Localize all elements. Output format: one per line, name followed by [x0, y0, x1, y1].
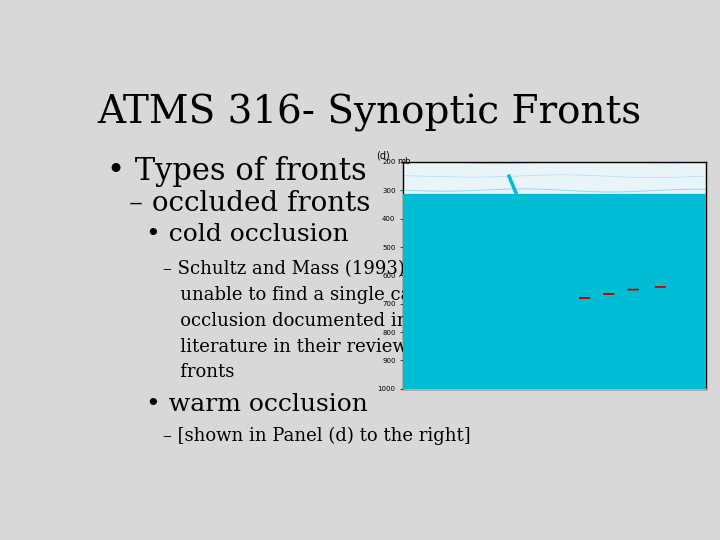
Polygon shape [0, 292, 720, 540]
Text: fronts: fronts [163, 363, 234, 381]
Polygon shape [0, 264, 720, 540]
Polygon shape [0, 230, 720, 540]
Text: – Schultz and Mass (1993) were: – Schultz and Mass (1993) were [163, 260, 456, 278]
Text: – [shown in Panel (d) to the right]: – [shown in Panel (d) to the right] [163, 427, 470, 445]
Text: literature in their review of occluded: literature in their review of occluded [163, 338, 518, 355]
Polygon shape [480, 366, 495, 372]
Polygon shape [505, 355, 520, 360]
Text: mb: mb [397, 158, 410, 166]
Polygon shape [0, 194, 720, 540]
Text: unable to find a single case of a cold: unable to find a single case of a cold [163, 286, 514, 304]
Text: • warm occlusion: • warm occlusion [145, 393, 368, 416]
Text: (d): (d) [376, 151, 390, 161]
Polygon shape [528, 343, 544, 349]
Text: • Types of fronts: • Types of fronts [107, 156, 366, 187]
Text: – occluded fronts: – occluded fronts [129, 190, 370, 217]
Text: ATMS 316- Synoptic Fronts: ATMS 316- Synoptic Fronts [97, 94, 641, 132]
Text: occlusion documented in the: occlusion documented in the [163, 312, 444, 330]
Text: • cold occlusion: • cold occlusion [145, 223, 348, 246]
Text: ← 1,000 km →: ← 1,000 km → [472, 377, 567, 390]
